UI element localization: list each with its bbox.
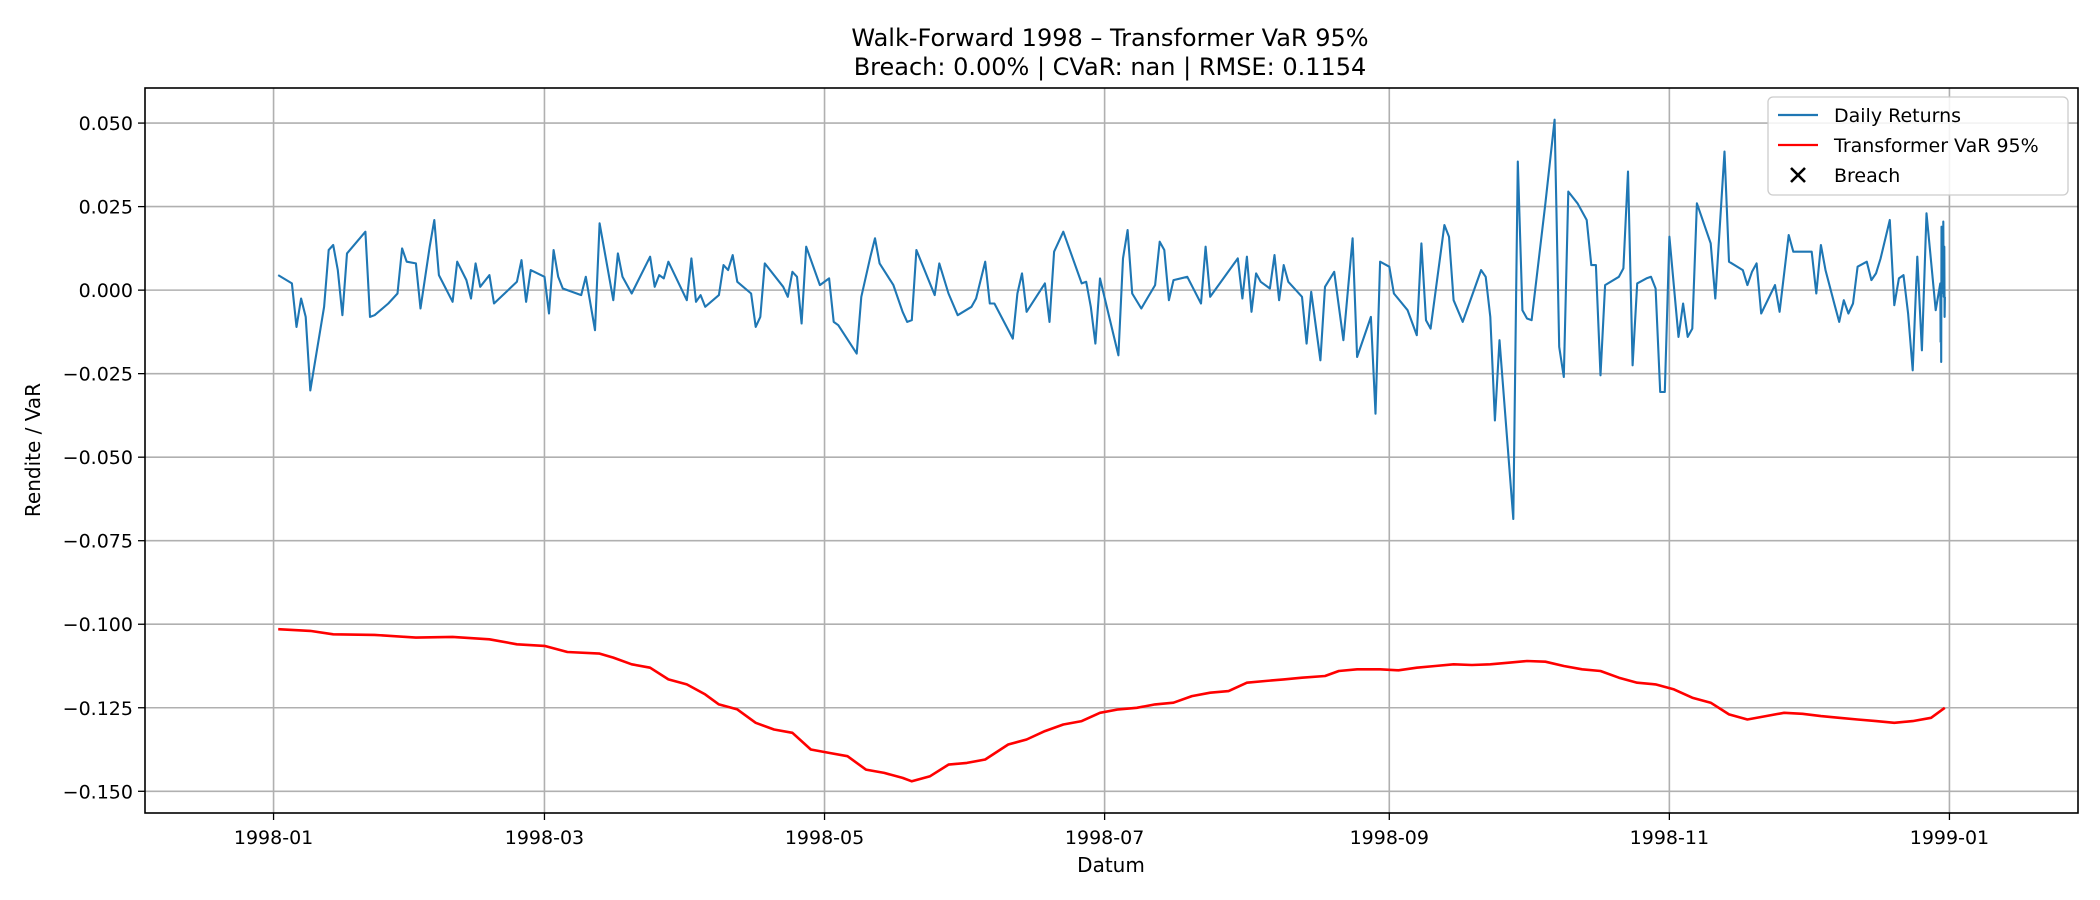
chart-title: Walk-Forward 1998 – Transformer VaR 95% xyxy=(851,24,1368,52)
x-tick-label: 1998-07 xyxy=(1065,827,1144,849)
y-tick-label: −0.025 xyxy=(63,364,133,386)
x-tick-label: 1998-05 xyxy=(785,827,864,849)
y-tick-label: −0.125 xyxy=(63,698,133,720)
x-tick-label: 1998-09 xyxy=(1350,827,1429,849)
axis-ticks: 1998-01 1998-03 1998-05 1998-07 1998-09 1998-… xyxy=(63,113,1989,849)
grid xyxy=(145,88,2078,813)
legend: Daily Returns Transformer VaR 95% Breach xyxy=(1767,96,2069,196)
y-tick-label: 0.000 xyxy=(79,280,133,302)
legend-label-transformer-var: Transformer VaR 95% xyxy=(1833,135,2039,157)
y-tick-label: 0.025 xyxy=(79,197,133,219)
x-tick-label: 1998-01 xyxy=(234,827,313,849)
plot-area-frame xyxy=(144,87,2079,814)
y-tick-label: −0.050 xyxy=(63,447,133,469)
x-tick-label: 1999-01 xyxy=(1910,827,1989,849)
chart-subtitle: Breach: 0.00% | CVaR: nan | RMSE: 0.1154 xyxy=(854,53,1367,81)
y-tick-label: −0.150 xyxy=(63,781,133,803)
y-tick-label: 0.050 xyxy=(79,113,133,135)
y-tick-label: −0.100 xyxy=(63,614,133,636)
x-tick-label: 1998-03 xyxy=(505,827,584,849)
y-axis-label: Rendite / VaR xyxy=(21,383,45,517)
legend-box xyxy=(1767,96,2069,196)
legend-label-daily-returns: Daily Returns xyxy=(1834,105,1961,127)
daily-returns-line xyxy=(277,118,1946,521)
x-tick-label: 1998-11 xyxy=(1630,827,1709,849)
transformer-var-line xyxy=(278,627,1946,783)
legend-label-breach: Breach xyxy=(1834,165,1900,187)
y-tick-label: −0.075 xyxy=(63,531,133,553)
x-axis-label: Datum xyxy=(1077,853,1145,877)
legend-swatch-breach xyxy=(1790,167,1806,183)
plot-series xyxy=(277,118,1946,783)
